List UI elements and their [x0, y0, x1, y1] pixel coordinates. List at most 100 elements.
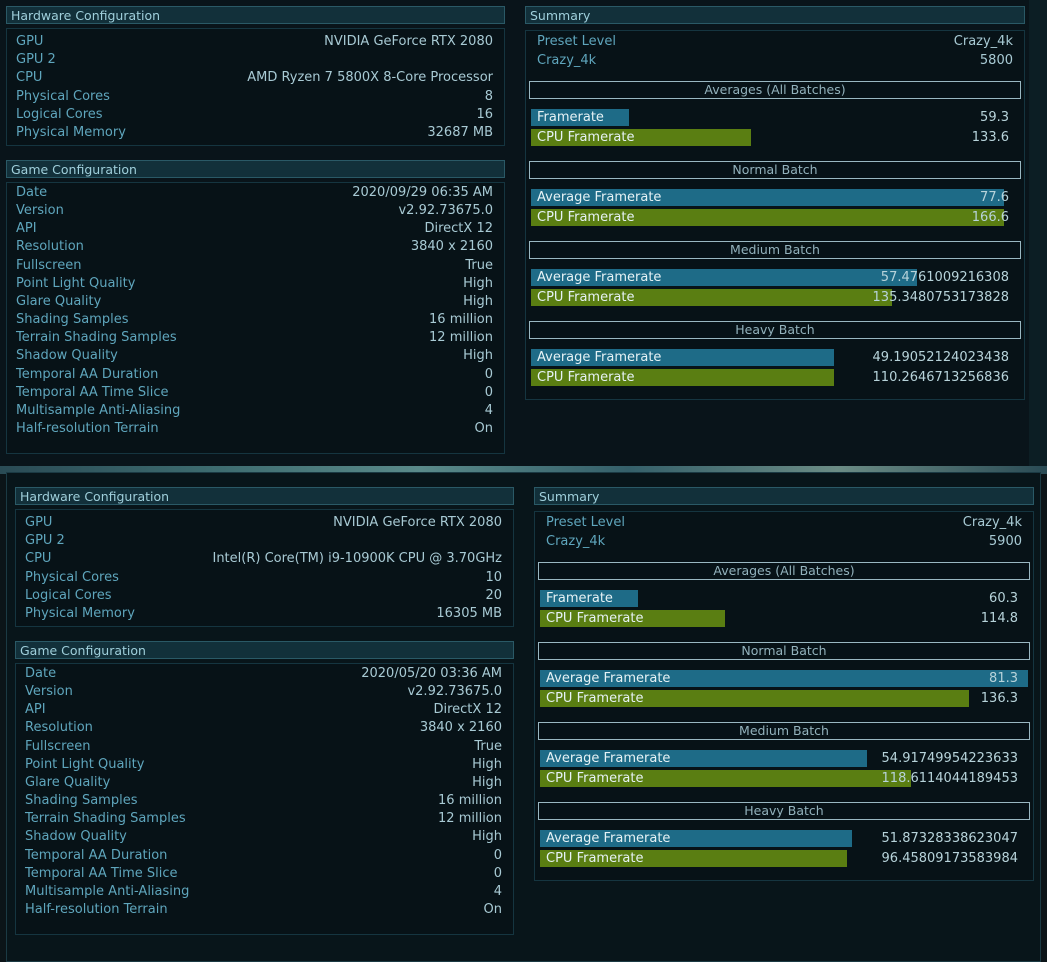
game-setting-row: Terrain Shading Samples 12 million — [25, 810, 502, 828]
setting-label: Fullscreen — [25, 738, 91, 754]
normal-batch-title: Normal Batch — [529, 161, 1021, 179]
bar-label: CPU Framerate — [546, 851, 644, 866]
game-config-panel — [6, 182, 505, 454]
side-strip — [1029, 0, 1047, 466]
preset-row: Preset Level Crazy_4k — [546, 514, 1022, 532]
game-setting-row: Multisample Anti-Aliasing 4 — [25, 883, 502, 901]
hardware-config-header: Hardware Configuration — [6, 6, 505, 24]
bar-label: CPU Framerate — [546, 691, 644, 706]
framerate-bar — [540, 770, 911, 787]
benchmark-bar-row: CPU Framerate 136.3 — [540, 690, 1028, 707]
setting-value: 0 — [493, 865, 502, 881]
setting-value: 2020/09/29 06:35 AM — [352, 185, 493, 200]
setting-label: Glare Quality — [16, 293, 102, 309]
preset-value: 5800 — [979, 53, 1013, 68]
setting-label: Temporal AA Time Slice — [16, 384, 169, 400]
medium-batch-title: Medium Batch — [529, 241, 1021, 259]
hardware-value: 20 — [485, 587, 502, 603]
benchmark-bar-row: Average Framerate 54.91749954223633 — [540, 750, 1028, 767]
preset-label: Crazy_4k — [537, 53, 597, 68]
benchmark-bar-row: Framerate 60.3 — [540, 590, 1028, 607]
setting-value: High — [472, 829, 502, 845]
game-config-header: Game Configuration — [6, 160, 505, 178]
hardware-row: Logical Cores 20 — [25, 587, 502, 605]
framerate-bar — [540, 670, 1028, 687]
hardware-value: Intel(R) Core(TM) i9-10900K CPU @ 3.70GH… — [212, 551, 502, 567]
game-setting-row: Date 2020/09/29 06:35 AM — [16, 184, 493, 202]
medium-batch-title: Medium Batch — [538, 722, 1030, 740]
hardware-value: 16 — [476, 106, 493, 122]
benchmark-screen-bottom: Hardware Configuration GPU NVIDIA GeForce … — [6, 472, 1041, 962]
hardware-row: GPU NVIDIA GeForce RTX 2080 — [16, 33, 493, 51]
game-setting-row: Temporal AA Time Slice 0 — [25, 865, 502, 883]
setting-value: True — [474, 738, 502, 754]
framerate-bar — [531, 369, 834, 386]
hardware-label: GPU — [16, 34, 44, 49]
bar-value: 59.3 — [980, 110, 1009, 125]
game-setting-row: Multisample Anti-Aliasing 4 — [16, 402, 493, 420]
benchmark-bar-row: Framerate 59.3 — [531, 109, 1019, 126]
bar-value: 81.3 — [989, 671, 1018, 686]
preset-value: 5900 — [988, 534, 1022, 549]
hardware-label: Physical Memory — [16, 125, 126, 140]
setting-value: 2020/05/20 03:36 AM — [361, 666, 502, 681]
game-setting-row: Resolution 3840 x 2160 — [16, 238, 493, 256]
setting-label: Temporal AA Duration — [25, 847, 168, 863]
hardware-row: GPU 2 — [25, 532, 502, 550]
game-setting-row: Date 2020/05/20 03:36 AM — [25, 665, 502, 683]
hardware-label: GPU 2 — [25, 533, 65, 549]
preset-row: Preset Level Crazy_4k — [537, 33, 1013, 51]
setting-value: DirectX 12 — [424, 221, 493, 237]
benchmark-bar-row: CPU Framerate 114.8 — [540, 610, 1028, 627]
setting-value: 0 — [484, 384, 493, 400]
setting-label: Point Light Quality — [16, 275, 136, 291]
game-setting-row: Glare Quality High — [16, 293, 493, 311]
hardware-config-panel — [15, 509, 514, 627]
benchmark-bar-row: Average Framerate 49.19052124023438 — [531, 349, 1019, 366]
game-setting-row: Version v2.92.73675.0 — [25, 683, 502, 701]
bar-value: 49.19052124023438 — [872, 350, 1009, 365]
benchmark-bar-row: Average Framerate 81.3 — [540, 670, 1028, 687]
benchmark-bar-row: Average Framerate 57.4761009216308 — [531, 269, 1019, 286]
game-setting-row: Half-resolution Terrain On — [25, 901, 502, 919]
setting-label: Version — [16, 203, 64, 219]
setting-value: 12 million — [429, 330, 493, 346]
setting-label: Half-resolution Terrain — [16, 420, 159, 436]
bar-value: 60.3 — [989, 591, 1018, 606]
hardware-row: Physical Cores 10 — [25, 569, 502, 587]
bar-label: Framerate — [537, 110, 604, 125]
hardware-label: Physical Cores — [25, 569, 119, 585]
bar-value: 118.6114044189453 — [881, 771, 1018, 786]
framerate-bar — [531, 209, 1005, 226]
setting-label: Glare Quality — [25, 774, 111, 790]
hardware-row: Physical Memory 32687 MB — [16, 124, 493, 142]
benchmark-bar-row: Average Framerate 51.87328338623047 — [540, 830, 1028, 847]
setting-label: Shading Samples — [16, 312, 129, 328]
bar-value: 54.91749954223633 — [881, 751, 1018, 766]
benchmark-bar-row: CPU Framerate 96.45809173583984 — [540, 850, 1028, 867]
setting-label: API — [16, 221, 37, 237]
setting-label: Date — [25, 666, 57, 681]
setting-label: Multisample Anti-Aliasing — [25, 883, 190, 899]
preset-value: Crazy_4k — [962, 515, 1022, 530]
bar-value: 57.4761009216308 — [880, 270, 1009, 285]
framerate-bar — [540, 590, 638, 607]
game-setting-row: Fullscreen True — [16, 257, 493, 275]
setting-value: High — [463, 348, 493, 364]
framerate-bar — [540, 850, 848, 867]
game-setting-row: Fullscreen True — [25, 738, 502, 756]
framerate-bar — [540, 830, 853, 847]
setting-value: High — [463, 293, 493, 309]
hardware-value: AMD Ryzen 7 5800X 8-Core Processor — [247, 70, 493, 86]
setting-label: Date — [16, 185, 48, 200]
framerate-bar — [531, 349, 834, 366]
game-setting-row: Shading Samples 16 million — [16, 311, 493, 329]
benchmark-bar-row: CPU Framerate 110.2646713256836 — [531, 369, 1019, 386]
setting-value: 4 — [493, 883, 502, 899]
setting-label: Temporal AA Duration — [16, 366, 159, 382]
heavy-batch-title: Heavy Batch — [529, 321, 1021, 339]
framerate-bar — [540, 750, 867, 767]
bar-value: 51.87328338623047 — [881, 831, 1018, 846]
bar-label: CPU Framerate — [537, 370, 635, 385]
hardware-value: 8 — [484, 88, 493, 104]
